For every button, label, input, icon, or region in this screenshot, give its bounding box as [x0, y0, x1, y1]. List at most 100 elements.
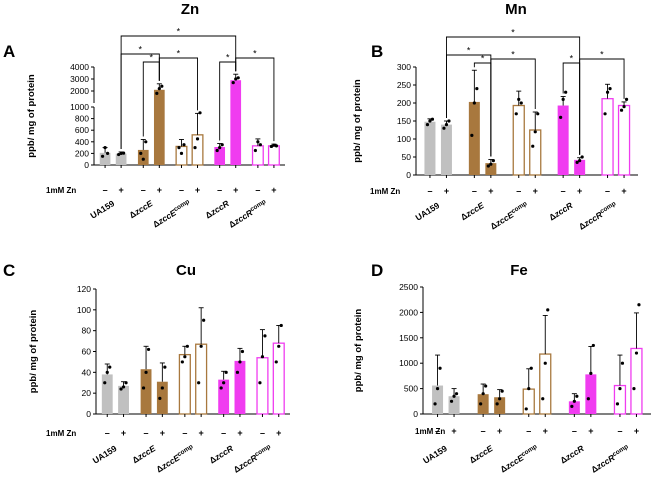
data-point-D-1-0 [481, 392, 485, 396]
data-point-C-1-1 [163, 365, 167, 369]
significance-bracket-A-2 [158, 57, 198, 111]
data-point-B-1-0 [470, 133, 474, 137]
bar-B-2-0 [512, 104, 525, 176]
data-point-A-2-1 [198, 111, 202, 115]
bar-B-4-0 [601, 98, 614, 176]
bar-C-1-0 [140, 369, 152, 414]
treatment-sign-D: – [572, 426, 577, 436]
data-point-D-4-0 [615, 402, 620, 406]
bar-C-3-1 [234, 360, 246, 414]
treatment-sign-A: + [271, 185, 276, 195]
y-tick-label-D: 1000 [399, 358, 418, 368]
chart-title-D: Fe [510, 262, 528, 279]
category-label-D-1: ΔzccE [468, 443, 495, 465]
data-point-A-4-1 [272, 143, 276, 147]
significance-bracket-A-5 [120, 35, 237, 149]
data-point-D-3-0 [570, 404, 574, 408]
significance-star-A-1: * [150, 53, 154, 63]
data-point-A-3-1 [231, 81, 235, 85]
data-point-C-2-1 [199, 344, 203, 348]
data-point-D-3-1 [589, 371, 593, 375]
gene-name: zccR [212, 443, 236, 463]
data-point-D-1-1 [495, 402, 499, 406]
bar-C-2-0 [178, 353, 191, 415]
treatment-sign-B: – [472, 186, 477, 196]
category-label-A-0: UA159 [88, 198, 116, 221]
category-label-A-2: ΔzccEcomp [151, 198, 193, 229]
bar-C-0-1 [118, 385, 129, 414]
treatment-sign-A: – [179, 185, 184, 195]
data-point-B-2-0 [514, 112, 518, 116]
data-point-C-2-0 [185, 344, 189, 348]
data-point-C-3-1 [235, 370, 240, 374]
data-point-B-3-0 [561, 97, 565, 101]
bar-A-1-0 [137, 149, 149, 165]
bar-D-0-0 [432, 385, 444, 414]
data-point-B-3-1 [580, 155, 584, 159]
significance-star-A-0: * [138, 45, 142, 55]
data-point-C-1-1 [158, 396, 162, 400]
category-label-A-3: ΔzccR [203, 198, 231, 221]
data-point-B-3-0 [564, 90, 568, 94]
superscript: comp [611, 443, 629, 458]
significance-star-A-3: * [226, 53, 230, 63]
significance-star-A-5: * [177, 27, 181, 37]
significance-star-B-0: * [467, 46, 471, 56]
data-point-B-1-0 [475, 87, 479, 91]
superscript: comp [599, 200, 617, 215]
delta-symbol: Δ [558, 454, 568, 466]
panel-letter-B: B [371, 42, 383, 61]
y-tick-label-B: 50 [402, 152, 412, 162]
bar-C-0-0 [101, 374, 113, 414]
data-point-C-2-0 [180, 360, 184, 364]
bar-C-3-0 [218, 379, 230, 414]
bar-B-3-0 [557, 105, 569, 175]
data-point-D-3-0 [572, 399, 576, 403]
bar-A-1-1 [153, 89, 165, 165]
data-point-B-2-1 [533, 130, 537, 134]
treatment-sign-C: + [276, 428, 281, 438]
data-point-D-1-0 [484, 384, 488, 388]
y-tick-label-A: 3000 [70, 74, 89, 84]
bar-A-3-0 [214, 147, 226, 165]
category-label-D-2: ΔzccEcomp [498, 443, 540, 474]
data-point-B-1-0 [472, 101, 476, 105]
treatment-sign-B: – [427, 186, 432, 196]
data-point-B-0-0 [425, 123, 430, 127]
treatment-sign-B: + [533, 186, 538, 196]
delta-symbol: Δ [488, 220, 498, 232]
data-point-A-1-0 [144, 140, 148, 144]
chart-title-B: Mn [505, 1, 527, 18]
delta-symbol: Δ [151, 218, 161, 230]
treatment-sign-C: – [144, 428, 149, 438]
gene-name: zccR [551, 200, 575, 220]
significance-star-B-3: * [570, 54, 574, 64]
y-tick-label-D: 2500 [399, 282, 418, 292]
data-point-D-0-1 [449, 399, 454, 403]
data-point-C-0-1 [119, 387, 123, 391]
y-axis-label-D: ppb/ mg of protein [353, 309, 364, 393]
data-point-B-1-1 [489, 162, 493, 166]
category-label-D-0: UA159 [421, 443, 449, 466]
data-point-A-3-1 [236, 76, 240, 80]
data-point-B-4-1 [624, 97, 629, 101]
data-point-D-2-0 [527, 387, 531, 391]
treatment-label-C: 1mM Zn [46, 429, 76, 438]
delta-symbol: Δ [227, 218, 237, 230]
data-point-A-3-0 [220, 143, 224, 147]
treatment-sign-D: – [481, 426, 486, 436]
bar-A-3-1 [230, 80, 242, 165]
significance-star-A-2: * [177, 49, 181, 59]
category-label-D-3: ΔzccR [558, 443, 586, 466]
y-tick-label-A: 4000 [70, 62, 89, 72]
y-tick-label-D: 0 [413, 409, 418, 419]
data-point-B-1-1 [491, 159, 495, 163]
category-label-C-2: ΔzccEcomp [154, 443, 196, 474]
data-point-A-2-1 [193, 146, 197, 150]
data-point-D-1-1 [498, 397, 502, 401]
data-point-A-1-0 [141, 157, 145, 161]
y-tick-label-C: 40 [82, 367, 92, 377]
y-tick-label-C: 20 [82, 388, 92, 398]
data-point-C-0-0 [108, 365, 112, 369]
